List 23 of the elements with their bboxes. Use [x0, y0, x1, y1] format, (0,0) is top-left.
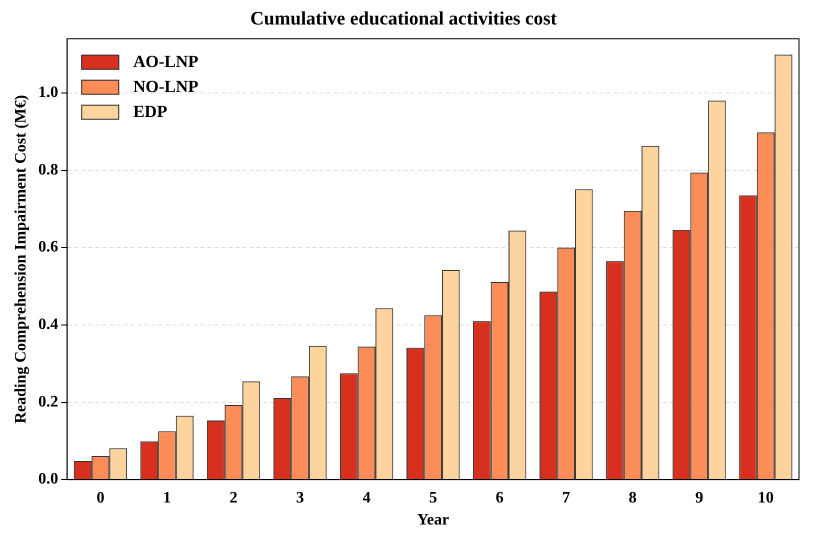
- x-tick-label: 6: [496, 489, 504, 506]
- y-axis-title: Reading Comprehension Impairment Cost (M€): [12, 94, 30, 424]
- x-tick-label: 2: [230, 489, 238, 506]
- x-tick-label: 10: [758, 489, 774, 506]
- x-tick-label: 1: [162, 489, 171, 506]
- x-tick-label: 5: [429, 489, 438, 506]
- x-tick-label: 4: [362, 489, 371, 506]
- y-tick-label: 1.0: [38, 84, 58, 102]
- y-tick-label: 0.6: [38, 238, 58, 256]
- legend-label: NO-LNP: [133, 77, 198, 96]
- x-tick-label: 7: [562, 489, 570, 506]
- y-tick-label: 0.8: [38, 161, 58, 178]
- chart-title: Cumulative educational activities cost: [250, 8, 558, 30]
- y-tick-label: 0.2: [38, 393, 58, 410]
- x-tick-label: 9: [695, 489, 704, 506]
- x-tick-label: 0: [96, 489, 104, 506]
- x-tick-label: 3: [296, 489, 304, 506]
- x-tick-label: 8: [628, 489, 637, 506]
- x-axis-title: Year: [417, 512, 450, 529]
- y-tick-label: 0.4: [38, 316, 58, 334]
- y-tick-label: 0.0: [38, 470, 58, 488]
- legend-label: EDP: [133, 102, 168, 122]
- legend-label: AO-LNP: [133, 52, 198, 72]
